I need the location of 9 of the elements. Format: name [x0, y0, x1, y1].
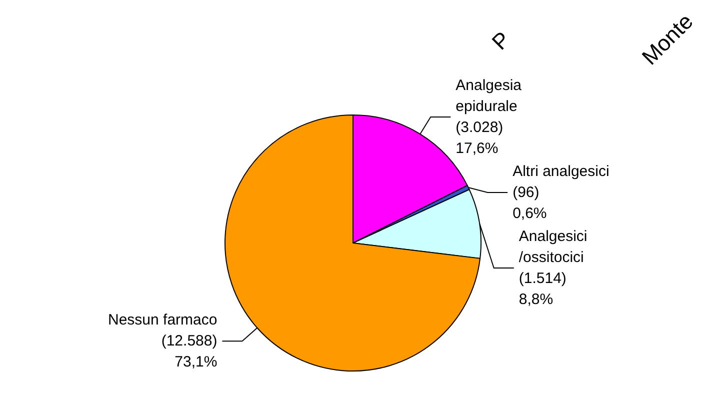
- data-label: (96) 0,6%: [512, 184, 547, 222]
- slice-label: Analgesici /ossitocici: [518, 228, 592, 266]
- data-label: (12.588) 73,1%: [161, 332, 218, 371]
- text: P: [486, 26, 515, 55]
- slice-label: Altri analgesici: [512, 163, 610, 180]
- slice-label: Nessun farmaco: [108, 312, 218, 329]
- slice-label: Analgesia epidurale: [456, 77, 526, 115]
- data-label: (3.028) 17,6%: [456, 119, 504, 157]
- data-label: (1.514) 8,8%: [518, 270, 566, 308]
